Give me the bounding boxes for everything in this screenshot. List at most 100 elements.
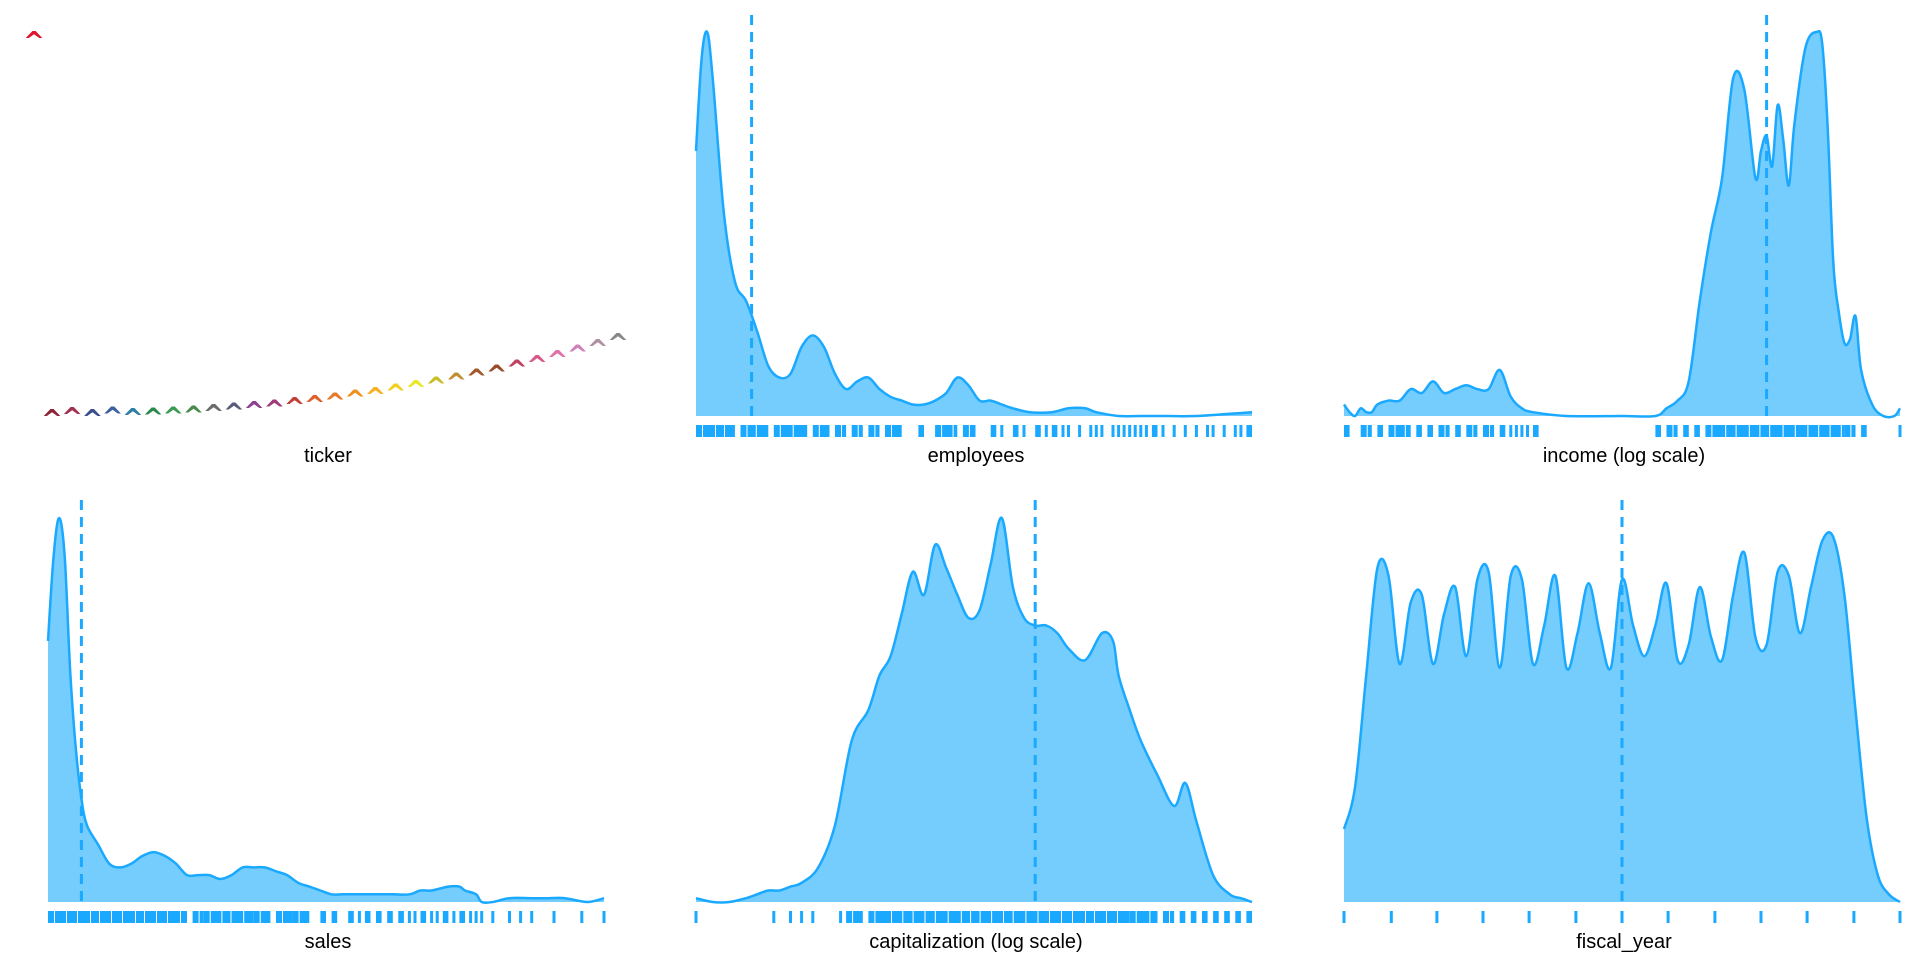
rug-tick [1574, 911, 1578, 923]
ticker-mark: ^ [142, 403, 164, 433]
rug-gap [947, 911, 949, 923]
rug-band [851, 425, 863, 437]
rug-tick [1481, 911, 1485, 923]
rug-gap [1094, 911, 1095, 923]
rug-gap [968, 425, 970, 437]
rug-gap [282, 911, 283, 923]
density-line [46, 516, 605, 904]
rug-band [253, 911, 271, 923]
rug-tick [1520, 425, 1524, 437]
ticker-mark: ^ [162, 402, 184, 432]
rug-band [1035, 425, 1041, 437]
rug-gap [902, 911, 904, 923]
rug-gap [1782, 425, 1784, 437]
rug-band [935, 425, 958, 437]
rug-band [1129, 911, 1158, 923]
density-line [694, 30, 1253, 418]
rug-gap [792, 425, 794, 437]
rug-band [1466, 425, 1478, 437]
rug-gap [1169, 911, 1170, 923]
rug-gap [702, 425, 703, 437]
rug-gap [1025, 911, 1027, 923]
rug-gap [1748, 425, 1750, 437]
ticker-mark: ^ [466, 365, 488, 395]
rug-band [364, 911, 371, 923]
rug-band [320, 911, 326, 923]
rug-band [835, 425, 847, 437]
ticker-mark: ^ [183, 401, 205, 431]
rug-gap [1850, 425, 1852, 437]
panel-employees [694, 15, 1253, 437]
rug-gap [724, 425, 725, 437]
rug-tick [1089, 425, 1093, 437]
rug-gap [156, 911, 157, 923]
rug-tick [1666, 911, 1670, 923]
rug-tick [1161, 425, 1165, 437]
rug-gap [991, 911, 993, 923]
rug-tick [1111, 425, 1115, 437]
rug-gap [1735, 425, 1737, 437]
rug-gap [891, 911, 892, 923]
rug-tick [1435, 911, 1439, 923]
ticker-mark: ^ [41, 405, 63, 435]
rug-gap [1489, 425, 1490, 437]
rug-tick [1122, 425, 1126, 437]
density-area [1344, 532, 1900, 902]
rug-gap [1840, 425, 1842, 437]
density-area [48, 518, 604, 903]
rug-gap [1012, 911, 1014, 923]
rug-band [1163, 911, 1175, 923]
rug-band [1246, 911, 1252, 923]
rug-band [1246, 425, 1252, 437]
rug-band [398, 911, 404, 923]
rug-band [276, 911, 293, 923]
rug-tick [1022, 425, 1026, 437]
rug-band [1213, 911, 1219, 923]
density-area [1344, 31, 1900, 418]
rug-gap [1366, 425, 1368, 437]
rug-gap [135, 911, 136, 923]
rug-gap [1135, 911, 1137, 923]
rug-tick [1139, 425, 1143, 437]
label-employees: employees [928, 445, 1025, 467]
rug-tick [430, 911, 434, 923]
ticker-mark: ^ [102, 402, 124, 432]
rug-gap [1049, 911, 1050, 923]
rug-tick [1852, 911, 1856, 923]
rug-tick [1128, 425, 1132, 437]
rug-tick [1117, 425, 1121, 437]
rug-tick [1206, 425, 1209, 437]
rug-band [1344, 425, 1350, 437]
rug-gap [167, 911, 168, 923]
rug-tick [800, 911, 804, 923]
rug-gap [1003, 911, 1004, 923]
rug-band [331, 911, 338, 923]
rug-tick [839, 911, 843, 923]
rug-tick [1620, 911, 1624, 923]
rug-gap [198, 911, 200, 923]
rug-tick [1898, 425, 1902, 437]
rug-tick [1805, 911, 1809, 923]
rug-gap [180, 911, 181, 923]
panel-income [1342, 15, 1902, 437]
rug-band [740, 425, 769, 437]
density-line [1342, 29, 1902, 419]
rug-tick [1233, 425, 1237, 437]
ticker-mark: ^ [82, 405, 104, 435]
rug-gap [874, 911, 876, 923]
rug-band [1655, 425, 1661, 437]
rug-gap [852, 911, 854, 923]
rug-band [1683, 425, 1689, 437]
rug-tick [474, 911, 478, 923]
rug-tick [469, 911, 473, 923]
rug-gap [1037, 911, 1039, 923]
rug-band [459, 911, 465, 923]
rug-gap [1725, 425, 1727, 437]
rug-band [918, 425, 924, 437]
ticker-mark: ^ [385, 380, 407, 410]
rug-gap [1711, 425, 1713, 437]
rug-tick [1239, 425, 1243, 437]
rug-gap [90, 911, 91, 923]
rug-tick [602, 911, 606, 923]
rug-band [292, 911, 310, 923]
